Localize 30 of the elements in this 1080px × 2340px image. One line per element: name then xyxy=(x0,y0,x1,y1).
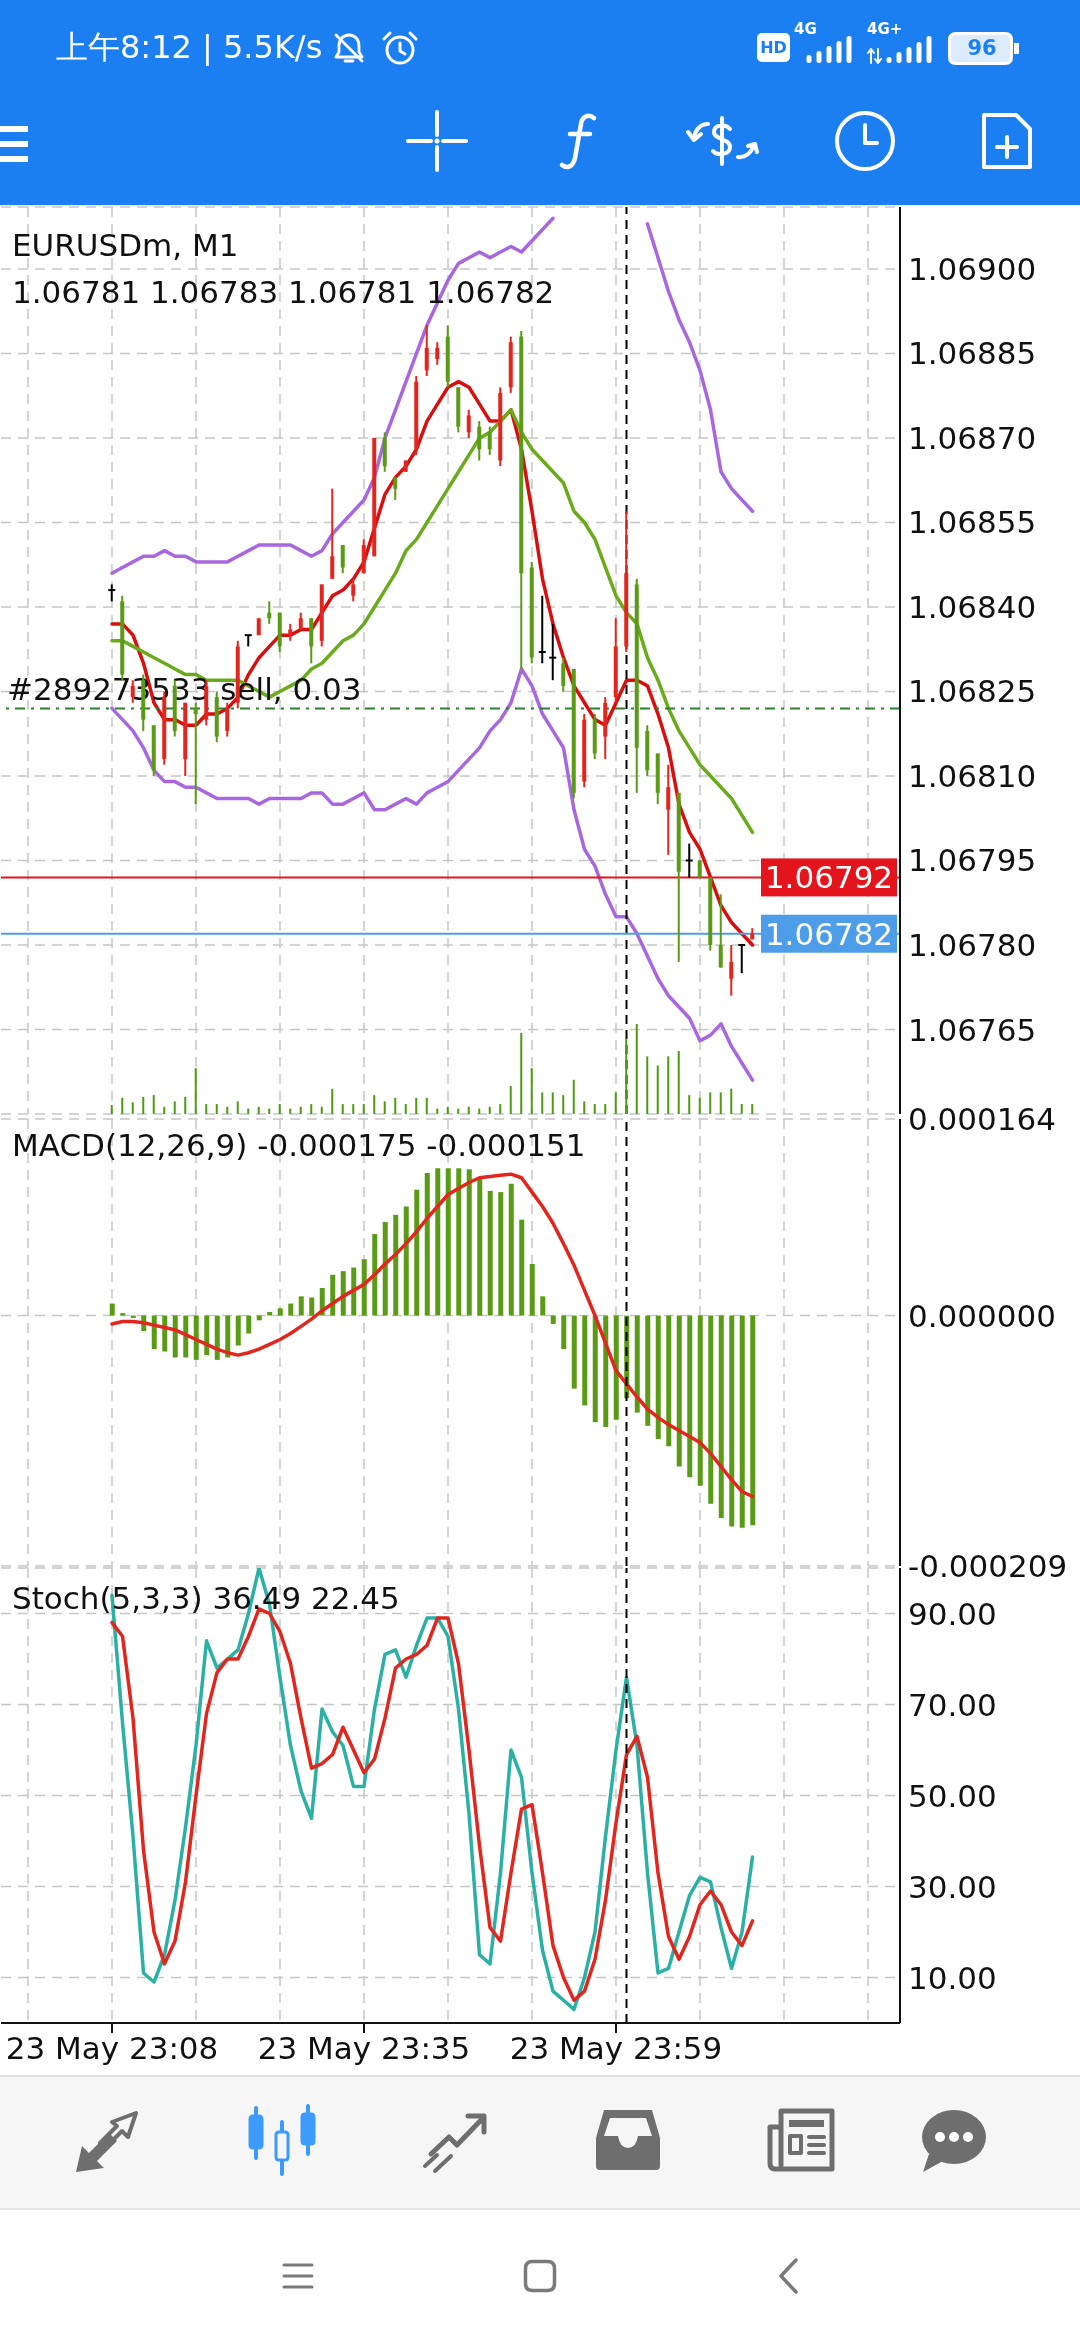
y-tick-label: 0.000164 xyxy=(908,1101,1056,1138)
y-tick-label: 1.06825 xyxy=(908,673,1037,710)
y-tick-label: 1.06855 xyxy=(908,504,1037,541)
x-tick-label: 23 May 23:08 xyxy=(5,2030,219,2066)
y-tick-label: 1.06810 xyxy=(908,757,1037,794)
y-tick-label: 50.00 xyxy=(908,1777,997,1814)
y-tick-label: 1.06795 xyxy=(908,842,1037,879)
y-tick-label: 0.000000 xyxy=(908,1297,1056,1334)
y-tick-label: 90.00 xyxy=(908,1595,997,1632)
y-tick-label: 70.00 xyxy=(908,1686,997,1723)
text: HD xyxy=(757,33,790,62)
ref-line-label: 1.06782 xyxy=(764,915,894,952)
y-tick-label: -0.000209 xyxy=(908,1548,1068,1585)
x-tick-label: 23 May 23:59 xyxy=(509,2030,723,2066)
y-tick-label: 1.06870 xyxy=(908,419,1037,456)
ref-line-label: 1.06792 xyxy=(764,859,894,896)
y-tick-label: 1.06765 xyxy=(908,1011,1037,1048)
y-tick-label: 10.00 xyxy=(908,1959,997,1996)
y-tick-label: 30.00 xyxy=(908,1868,997,1905)
y-tick-label: 1.06840 xyxy=(908,588,1037,625)
y-tick-label: 1.06780 xyxy=(908,927,1037,963)
text: 4G xyxy=(794,20,817,38)
text: EURUSDm, M1 xyxy=(12,227,239,265)
chart-title: MACD(12,26,9) -0.000175 -0.000151 xyxy=(12,1127,586,1165)
text: 上午8:12 | 5.5K/s xyxy=(56,28,323,67)
text: 4G+ xyxy=(867,20,903,38)
text: 96 xyxy=(951,34,1013,62)
y-tick-label: 1.06900 xyxy=(908,250,1037,287)
x-tick-label: 23 May 23:35 xyxy=(257,2030,471,2066)
y-tick-label: 1.06885 xyxy=(908,335,1037,372)
